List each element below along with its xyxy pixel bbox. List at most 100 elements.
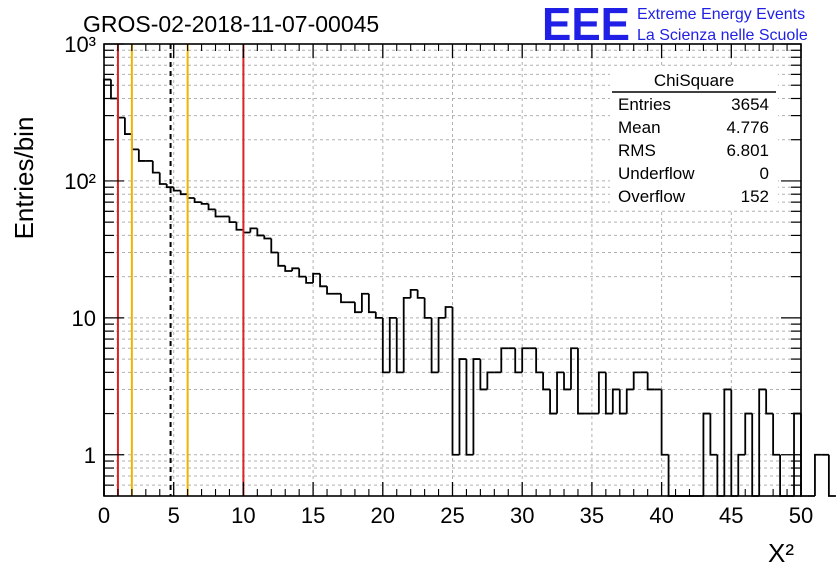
histogram-bin: [472, 358, 481, 455]
stats-box-background: [610, 67, 778, 209]
x-tick-label: 40: [649, 503, 673, 528]
histogram-bin: [709, 413, 718, 456]
stats-row-value: 152: [741, 187, 769, 206]
x-tick-label: 5: [168, 503, 180, 528]
histogram-bin: [284, 265, 293, 272]
histogram-bin: [158, 172, 167, 185]
histogram-bin: [542, 372, 551, 391]
histogram-bin: [381, 317, 390, 374]
histogram-bin: [437, 316, 446, 373]
histogram-bin: [611, 388, 620, 414]
histogram-bin: [249, 227, 258, 233]
eee-logo-text: EEE: [542, 0, 630, 50]
histogram-bin: [765, 389, 774, 415]
eee-logo-line2: La Scienza nelle Scuole: [637, 27, 808, 44]
histogram-bin: [730, 389, 739, 497]
stats-row-label: Underflow: [618, 164, 695, 183]
stats-box: ChiSquare Entries 3654 Mean 4.776 RMS 6.801 Un…: [610, 67, 778, 209]
histogram-bin: [340, 293, 348, 304]
histogram-bin: [124, 117, 132, 135]
stats-row-label: Entries: [618, 95, 671, 114]
x-tick-label: 25: [440, 503, 464, 528]
stats-row-value: 0: [760, 164, 769, 183]
histogram-bin: [800, 413, 808, 497]
histogram-bin: [444, 306, 453, 318]
y-tick-label: 1: [84, 443, 96, 468]
histogram-bin: [500, 347, 509, 373]
histogram-bin: [298, 268, 307, 278]
histogram-bin: [165, 183, 174, 189]
histogram-bin: [604, 372, 613, 415]
histogram-bin: [277, 252, 286, 267]
x-tick-label: 15: [301, 503, 325, 528]
histogram-bin: [235, 222, 244, 231]
x-tick-label: 10: [231, 503, 255, 528]
histogram-bin: [660, 389, 669, 456]
histogram-bin: [423, 297, 432, 319]
histogram-bin: [549, 389, 558, 415]
histogram-bin: [479, 359, 488, 391]
histogram-bin: [270, 238, 279, 254]
histogram-bin: [312, 272, 321, 283]
histogram-bin: [151, 160, 160, 174]
histogram-bin: [514, 348, 523, 374]
histogram-bin: [416, 289, 425, 299]
histogram-bin: [256, 228, 265, 237]
histogram-bin: [458, 358, 467, 455]
histogram-bin: [535, 348, 544, 374]
eee-logo-line1: Extreme Energy Events: [637, 6, 805, 23]
histogram-bin: [354, 302, 362, 314]
histogram-bin: [186, 194, 195, 199]
histogram-bin: [207, 203, 216, 211]
histogram-bin: [409, 289, 418, 298]
histogram-bin: [618, 389, 627, 415]
histogram-bin: [772, 413, 781, 456]
histogram-bin: [228, 216, 237, 224]
stats-row-label: Overflow: [618, 187, 686, 206]
x-tick-label: 0: [98, 503, 110, 528]
stats-row-value: 4.776: [726, 118, 769, 137]
histogram-bin: [130, 134, 139, 151]
histogram-bin: [319, 273, 328, 288]
histogram-bin: [103, 78, 111, 496]
histogram-bin: [360, 292, 369, 313]
histogram-bin: [486, 371, 495, 390]
histogram-bin: [388, 316, 397, 373]
histogram-bin: [291, 267, 300, 271]
y-tick-label: 10³: [64, 32, 96, 57]
x-tick-label: 45: [719, 503, 743, 528]
stats-box-title: ChiSquare: [654, 71, 734, 90]
histogram-bin: [744, 412, 753, 455]
histogram-bin: [556, 371, 565, 414]
histogram-bin: [465, 359, 474, 456]
histogram-bin: [137, 149, 146, 162]
histogram-bin: [758, 388, 767, 496]
histogram-bin: [737, 453, 746, 496]
histogram-bin: [305, 276, 314, 284]
plot-frame: [103, 43, 802, 497]
histogram-bin: [451, 307, 460, 456]
x-tick-label: 30: [510, 503, 534, 528]
axis-ticks: [103, 43, 802, 497]
histogram-bin: [814, 453, 822, 496]
histogram-bin: [200, 202, 209, 205]
stats-row-label: RMS: [618, 141, 656, 160]
y-tick-label: 10²: [64, 169, 96, 194]
histogram-bin: [563, 372, 571, 391]
x-tick-label: 35: [580, 503, 604, 528]
run-title: GROS-02-2018-11-07-00045: [83, 11, 379, 37]
histogram-bin: [117, 98, 125, 119]
x-axis-label: X²: [768, 538, 794, 568]
histogram-bin: [521, 347, 530, 373]
histogram-bin: [179, 190, 188, 196]
histogram-bin: [702, 412, 711, 496]
y-axis-label: Entries/bin: [9, 117, 39, 240]
stats-row-value: 6.801: [726, 141, 769, 160]
histogram-bin: [193, 198, 202, 204]
histogram-bin: [577, 348, 585, 415]
x-tick-label: 20: [371, 503, 395, 528]
histogram-bin: [723, 388, 732, 496]
histogram-bin: [110, 79, 118, 100]
